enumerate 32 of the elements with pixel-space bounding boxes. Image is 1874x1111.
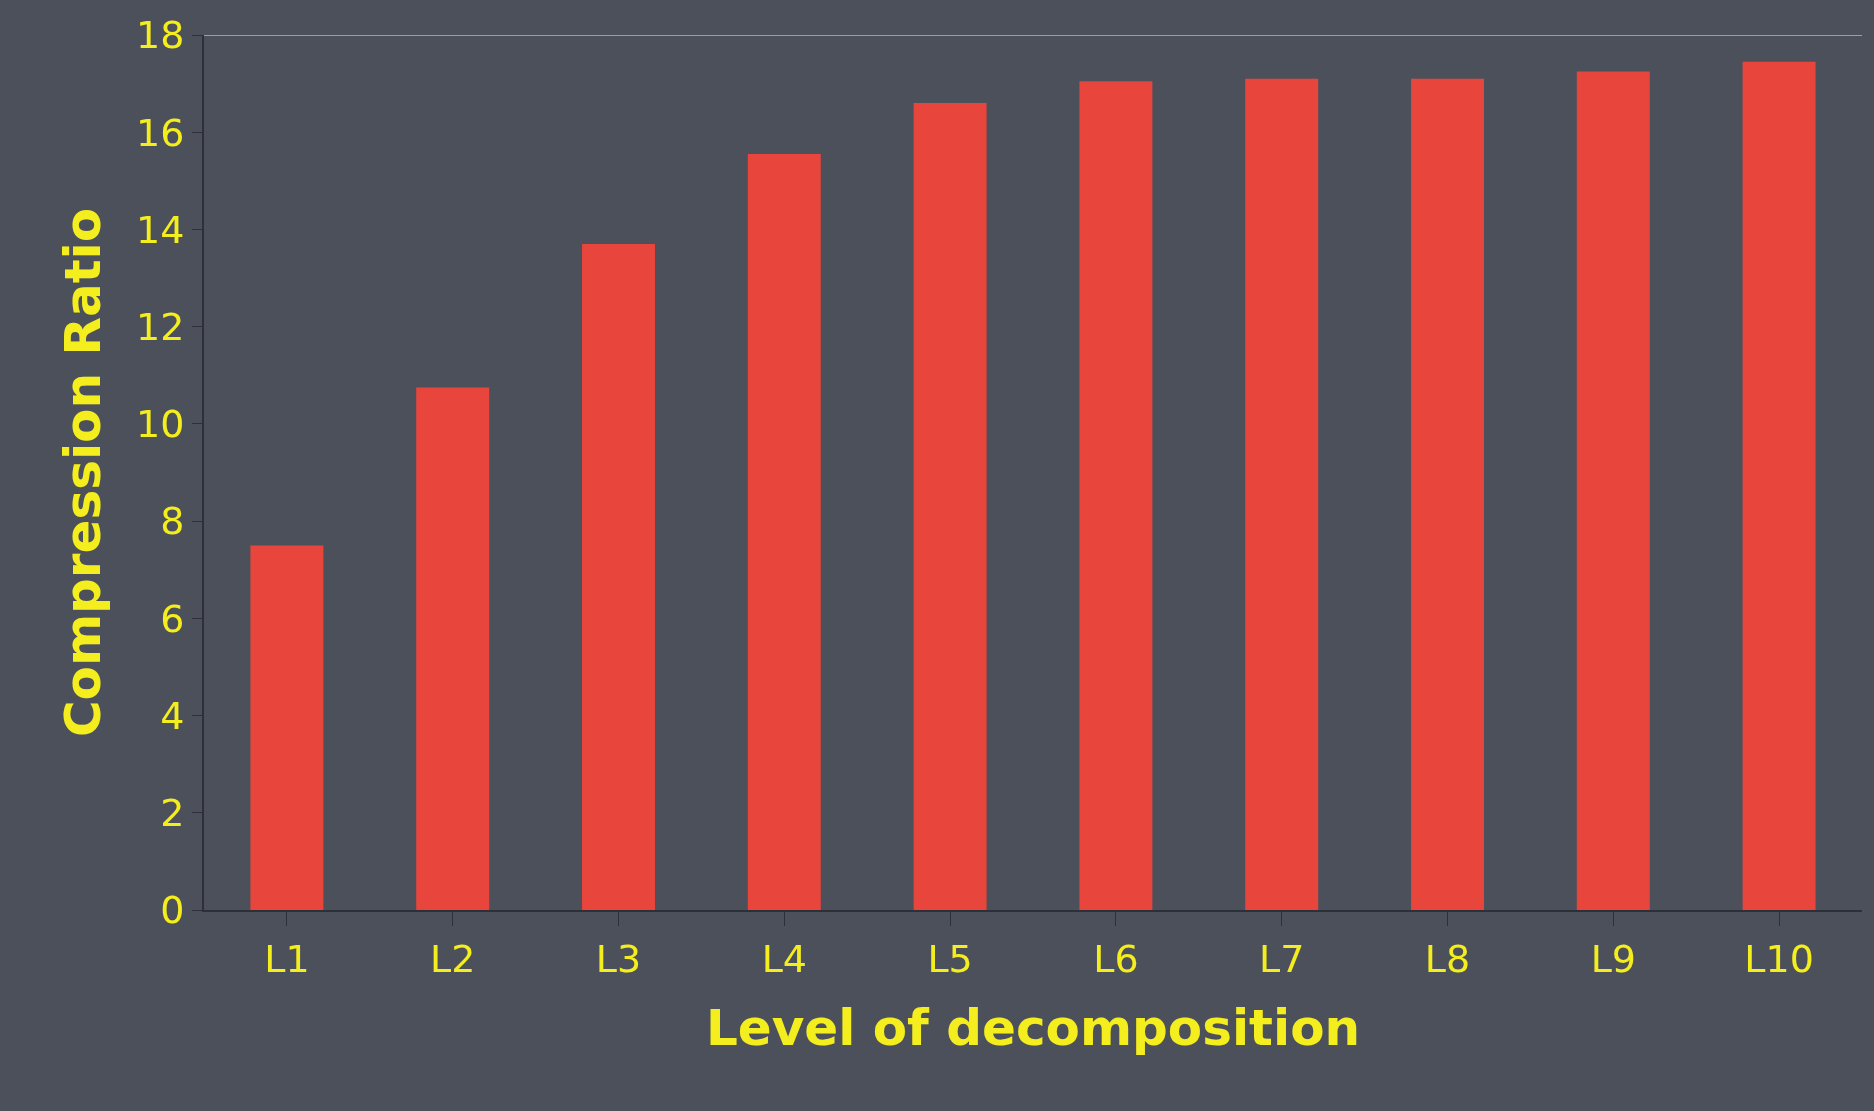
y-tick-label: 6 (160, 596, 185, 641)
y-tick-label: 18 (136, 13, 185, 58)
y-tick-label: 12 (136, 304, 185, 349)
x-tick-label: L7 (1259, 936, 1305, 981)
x-tick-label: L10 (1744, 936, 1814, 981)
y-tick-label: 2 (160, 791, 185, 836)
bar (913, 103, 987, 910)
bar (1245, 78, 1319, 910)
y-tick-label: 16 (136, 110, 185, 155)
x-tick-label: L5 (927, 936, 973, 981)
x-tick-label: L1 (264, 936, 310, 981)
bar (582, 244, 655, 910)
x-tick-label: L3 (595, 936, 642, 981)
bar (1576, 71, 1650, 910)
y-tick-label: 0 (160, 888, 185, 933)
y-tick-label: 14 (136, 207, 185, 252)
x-tick-label: L9 (1590, 936, 1636, 981)
y-tick-label: 4 (160, 693, 185, 738)
y-tick-label: 8 (160, 499, 185, 544)
x-tick-label: L4 (761, 936, 807, 981)
x-tick-label: L2 (430, 936, 476, 981)
bar (250, 545, 324, 910)
bar (416, 387, 490, 910)
x-tick-label: L6 (1093, 936, 1139, 981)
bar (1411, 78, 1484, 910)
bar (1742, 61, 1816, 910)
bar (1079, 81, 1153, 910)
y-tick-label: 10 (136, 402, 185, 447)
x-axis-title: Level of decomposition (705, 998, 1361, 1057)
x-tick-label: L8 (1424, 936, 1471, 981)
bar (747, 154, 821, 910)
y-axis-title: Compression Ratio (53, 207, 112, 738)
